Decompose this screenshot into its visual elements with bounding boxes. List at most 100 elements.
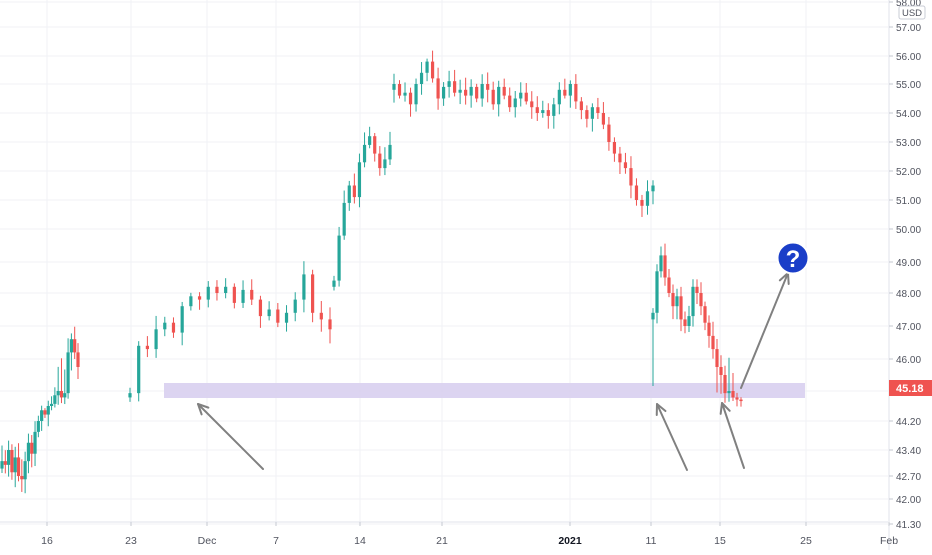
candle-body [408, 92, 413, 105]
candle-body [552, 104, 556, 116]
price-tick-label: 50.00 [896, 225, 921, 236]
candle-body [480, 84, 484, 99]
support-zone [164, 383, 805, 398]
candle-body [368, 136, 372, 145]
candle-body [513, 98, 517, 108]
candle-body [189, 296, 193, 307]
candle-body [640, 200, 644, 206]
candle-body [612, 142, 617, 154]
candle-body [414, 84, 418, 105]
candle-body [33, 431, 37, 454]
price-tick-label: 54.00 [896, 109, 921, 120]
price-tick-label: 41.30 [896, 520, 921, 531]
candle-body [651, 185, 655, 192]
candle-body [332, 280, 336, 287]
candle-body [284, 312, 289, 323]
arrow-right [719, 402, 745, 469]
time-tick-label: 7 [273, 535, 279, 547]
candle-body [590, 107, 594, 119]
candle-body [535, 107, 539, 113]
candle-body [16, 457, 21, 476]
candle-body [163, 322, 167, 330]
candle-body [475, 86, 479, 99]
price-tick-label: 43.40 [896, 446, 921, 457]
candle-body [675, 296, 679, 307]
time-tick-label: 21 [436, 535, 448, 547]
candle-body [59, 391, 64, 398]
time-tick-label: Feb [880, 535, 898, 547]
candle-body [671, 293, 675, 307]
candle-body [40, 410, 44, 421]
candle-body [715, 349, 719, 367]
candle-body [20, 476, 24, 480]
arrow-head [197, 403, 210, 416]
candle-body [436, 78, 440, 99]
candle-body [373, 136, 377, 154]
currency-box [898, 5, 926, 20]
question-badge-circle [776, 241, 810, 275]
candle-body [430, 61, 435, 79]
candle-body [623, 162, 628, 169]
candle-body [723, 375, 727, 394]
time-tick-label: Dec [198, 535, 217, 547]
candle-body [711, 335, 715, 350]
price-tick-label: 56.00 [896, 52, 921, 63]
candle-body [502, 86, 506, 96]
candle-body [388, 144, 392, 160]
candle-body [629, 168, 633, 186]
candle-body [618, 153, 622, 163]
time-tick-label: 16 [41, 535, 53, 547]
last-price-tag [889, 380, 932, 396]
candle-body [719, 367, 723, 375]
arrow-shaft [656, 403, 688, 471]
price-tick-label: 51.00 [896, 196, 921, 207]
candle-body [26, 442, 31, 462]
arrow-left [197, 403, 264, 470]
arrow-head [719, 402, 731, 415]
currency-label: USD [902, 8, 922, 19]
candle-body [3, 461, 7, 465]
candle-body [49, 403, 54, 406]
candle-body [579, 101, 583, 111]
candle-body [352, 185, 356, 198]
time-tick-label: 14 [354, 535, 366, 547]
time-tick-label: 11 [646, 535, 657, 547]
candle-body [13, 457, 17, 473]
candles [0, 50, 743, 494]
candle-body [302, 274, 306, 300]
candle-body [727, 391, 731, 394]
candle-body [180, 306, 184, 333]
candle-body [497, 86, 501, 105]
candle-body [0, 461, 4, 469]
candle-body [679, 296, 683, 320]
candle-body [397, 84, 402, 96]
price-tick-label: 49.00 [896, 258, 921, 269]
candle-body [53, 395, 57, 404]
arrow-shaft [740, 272, 789, 389]
candle-body [508, 95, 512, 108]
arrow-up [740, 272, 790, 389]
price-tick-label: 48.00 [896, 289, 921, 300]
price-tick-label: 42.70 [896, 472, 921, 483]
candle-body [241, 289, 245, 303]
grid-lines [0, 0, 888, 525]
candle-body [171, 322, 176, 333]
candle-body [568, 84, 572, 96]
candle-body [645, 191, 650, 206]
time-tick-label: 23 [125, 535, 137, 547]
candle-body [453, 81, 457, 93]
time-tick-label: 2021 [558, 535, 582, 547]
candle-body [663, 255, 667, 278]
candle-body [145, 345, 149, 350]
candle-body [128, 393, 132, 398]
candle-body [267, 309, 271, 317]
support-zone-band [164, 383, 805, 398]
candle-body [69, 339, 73, 353]
candle-body [36, 421, 40, 432]
arrow-mid [655, 403, 688, 471]
candle-body [703, 306, 707, 323]
candle-body [447, 81, 451, 87]
candle-body [707, 322, 711, 336]
